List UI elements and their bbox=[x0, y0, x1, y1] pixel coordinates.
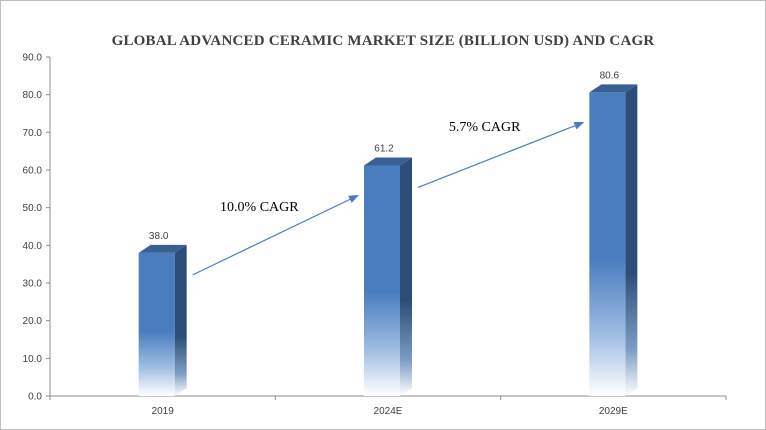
x-tick-label-2029E: 2029E bbox=[599, 406, 628, 417]
x-tick-label-2024E: 2024E bbox=[374, 406, 403, 417]
x-tick-label-2019: 2019 bbox=[152, 406, 175, 417]
bar-side-2019 bbox=[174, 244, 187, 396]
cagr-arrow-1 bbox=[192, 194, 359, 276]
y-tick-label: 0.0 bbox=[28, 392, 42, 403]
chart-title: GLOBAL ADVANCED CERAMIC MARKET SIZE (BIL… bbox=[111, 33, 655, 49]
bar-2019 bbox=[138, 252, 175, 396]
data-label-2029E: 80.6 bbox=[600, 70, 620, 81]
y-tick-label: 60.0 bbox=[23, 166, 43, 177]
y-tick-label: 90.0 bbox=[23, 53, 43, 64]
y-tick-label: 70.0 bbox=[23, 128, 43, 139]
y-tick-label: 20.0 bbox=[23, 316, 43, 327]
cagr-arrow-2 bbox=[417, 121, 585, 189]
bar-side-2029E bbox=[625, 84, 638, 396]
bar-2029E bbox=[589, 92, 626, 396]
bar-top-2024E bbox=[364, 157, 412, 166]
data-label-2019: 38.0 bbox=[149, 231, 169, 242]
cagr-label-1: 10.0% CAGR bbox=[220, 200, 299, 215]
y-tick-label: 10.0 bbox=[23, 354, 43, 365]
cagr-label-2: 5.7% CAGR bbox=[449, 120, 521, 135]
bar-top-2019 bbox=[138, 244, 187, 253]
y-tick-label: 40.0 bbox=[23, 241, 43, 252]
bar-top-2029E bbox=[589, 84, 638, 93]
bar-side-2024E bbox=[400, 157, 412, 396]
y-tick-label: 80.0 bbox=[23, 90, 43, 101]
data-label-2024E: 61.2 bbox=[374, 143, 394, 154]
y-tick-label: 30.0 bbox=[23, 279, 43, 290]
bar-2024E bbox=[364, 165, 400, 396]
y-tick-label: 50.0 bbox=[23, 203, 43, 214]
